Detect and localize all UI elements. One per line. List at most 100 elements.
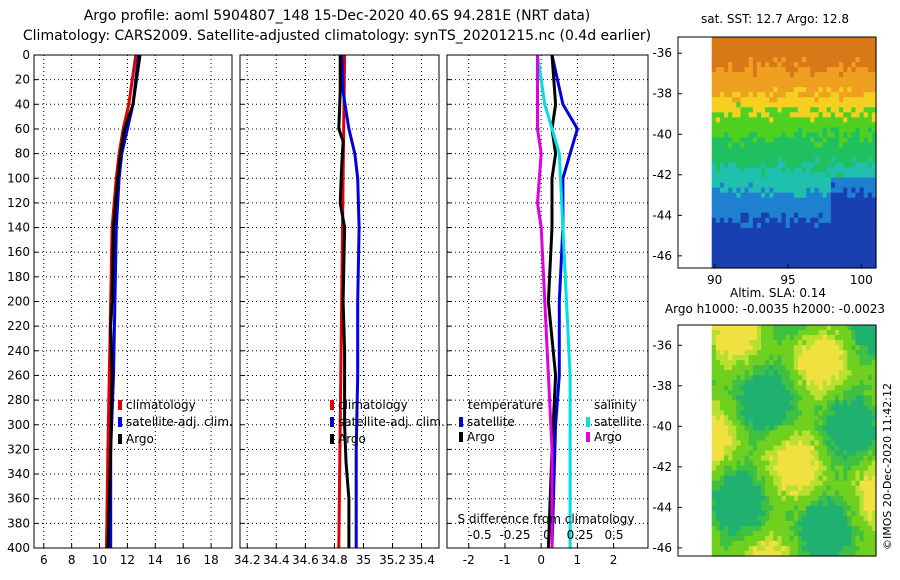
map-cell [789, 252, 795, 259]
map-cell [863, 37, 869, 43]
map-cell [744, 77, 750, 83]
map-cell [756, 325, 762, 331]
map-cell [847, 395, 852, 401]
map-cell [822, 350, 828, 356]
map-cell [867, 385, 873, 391]
map-cell [748, 42, 754, 48]
map-cell [744, 252, 750, 259]
map-cell [793, 77, 799, 83]
map-cell [810, 490, 815, 497]
map-cell [781, 465, 787, 472]
map-cell [822, 72, 828, 78]
map-cell [793, 450, 799, 457]
map-cell [740, 380, 746, 386]
map-cell [736, 152, 742, 159]
map-cell [806, 247, 811, 254]
map-cell [810, 132, 815, 139]
map-cell [761, 87, 766, 93]
map-cell [777, 222, 783, 229]
map-cell [847, 92, 852, 98]
map-cell [724, 510, 729, 517]
map-cell [851, 420, 857, 427]
map-cell [748, 217, 754, 224]
map-cell [793, 122, 799, 128]
map-cell [715, 207, 721, 214]
map-cell [719, 495, 725, 502]
map-cell [814, 107, 820, 113]
map-cell [818, 167, 824, 174]
map-cell [847, 535, 852, 542]
map-cell [711, 545, 717, 552]
map-cell [839, 410, 844, 416]
map-cell [785, 257, 791, 264]
map-cell [863, 172, 869, 179]
map-cell [765, 117, 770, 123]
map-cell [810, 335, 815, 341]
map-cell [871, 480, 877, 487]
map-cell [822, 42, 828, 48]
map-cell [740, 330, 746, 336]
map-cell [826, 207, 832, 214]
map-cell [863, 147, 869, 154]
map-cell [859, 330, 865, 336]
map-cell [826, 350, 832, 356]
map-cell [711, 505, 717, 512]
map-cell [724, 405, 729, 411]
map-cell [806, 72, 811, 78]
map-cell [769, 405, 774, 411]
map-cell [728, 177, 733, 184]
map-cell [822, 87, 828, 93]
map-cell [806, 237, 811, 244]
map-cell [719, 535, 725, 542]
legend-label-sal-argo: Argo [594, 430, 622, 444]
map-cell [740, 460, 746, 467]
map-cell [715, 227, 721, 234]
map-cell [834, 67, 840, 73]
map-cell [851, 147, 857, 154]
map-cell [777, 72, 783, 78]
map-cell [781, 62, 787, 68]
map-cell [830, 107, 836, 113]
map-cell [744, 152, 750, 159]
map-cell [793, 132, 799, 139]
map-cell [851, 475, 857, 482]
map-cell [839, 142, 844, 149]
map-cell [789, 207, 795, 214]
map-cell [839, 262, 844, 269]
map-cell [752, 117, 758, 123]
map-cell [736, 465, 742, 472]
map-cell [830, 127, 836, 134]
map-cell [834, 217, 840, 224]
map-cell [802, 450, 807, 457]
map-cell [744, 405, 750, 411]
map-cell [728, 525, 733, 532]
map-cell [711, 217, 717, 224]
map-cell [785, 485, 791, 492]
map-cell [724, 227, 729, 234]
map-cell [818, 405, 824, 411]
map-cell [728, 395, 733, 401]
map-cell [769, 470, 774, 477]
map-cell [863, 192, 869, 199]
map-cell [724, 455, 729, 462]
map-cell [761, 355, 766, 361]
map-cell [867, 47, 873, 53]
map-cell [851, 52, 857, 58]
map-cell [843, 510, 848, 517]
map-cell [871, 495, 877, 502]
map-cell [834, 112, 840, 118]
map-cell [719, 470, 725, 477]
map-cell [830, 490, 836, 497]
y-tick-label: 160 [7, 245, 30, 259]
map-y-tick-label: -38 [652, 87, 672, 101]
map-cell [806, 440, 811, 447]
map-cell [855, 400, 861, 406]
map-cell [797, 515, 803, 522]
map-cell [765, 470, 770, 477]
map-cell [806, 360, 811, 366]
map-cell [748, 440, 754, 447]
map-cell [752, 182, 758, 189]
map-cell [752, 510, 758, 517]
y-tick-label: 180 [7, 270, 30, 284]
map-cell [785, 57, 791, 63]
